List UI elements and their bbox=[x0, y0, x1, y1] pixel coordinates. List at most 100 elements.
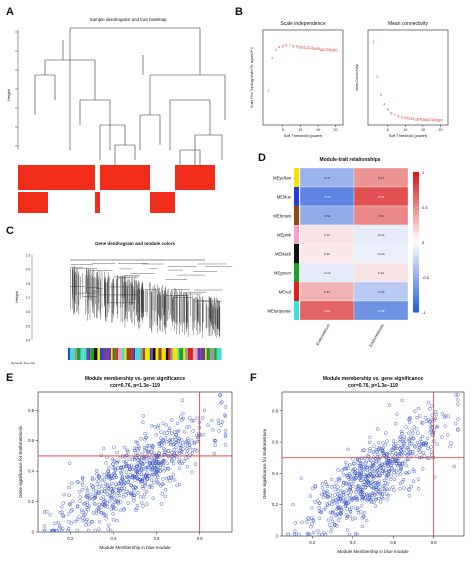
panel-c-module-color bbox=[187, 348, 193, 360]
panel-b-point: 15 bbox=[316, 47, 320, 51]
scatter-point bbox=[381, 441, 385, 445]
scatter-point bbox=[374, 498, 378, 502]
panel-b-ylabel: Mean Connectivity bbox=[355, 64, 359, 91]
scatter-point bbox=[361, 485, 365, 489]
scatter-point bbox=[392, 477, 397, 481]
panel-c-module-color bbox=[170, 348, 173, 360]
scatter-point bbox=[392, 443, 396, 448]
panel-d-cell bbox=[353, 300, 409, 321]
scatter-point bbox=[419, 443, 424, 448]
scatter-point bbox=[84, 505, 89, 510]
panel-c-module-color bbox=[81, 348, 84, 360]
scatter-point bbox=[145, 477, 150, 481]
panel-c-module-color bbox=[216, 348, 222, 360]
scatter-point bbox=[331, 509, 335, 514]
scatter-point bbox=[416, 448, 421, 453]
scatter-point bbox=[143, 431, 147, 436]
panel-d-scale-segment bbox=[413, 210, 419, 215]
scatter-point bbox=[94, 468, 99, 473]
scatter-point bbox=[400, 431, 404, 436]
scatter-point bbox=[292, 529, 297, 533]
scatter-point bbox=[344, 466, 348, 471]
panel-d-cell-value: -0.76 bbox=[324, 195, 331, 199]
scatter-point bbox=[217, 429, 221, 433]
panel-b-point: 5 bbox=[387, 108, 389, 112]
scatter-point bbox=[313, 484, 317, 488]
scatter-point bbox=[377, 496, 381, 501]
scatter-point bbox=[136, 458, 140, 462]
scatter-point bbox=[339, 496, 343, 501]
scatter-point bbox=[352, 476, 356, 480]
panel-a-heat-cell bbox=[150, 192, 175, 213]
panel-c-dendrogram bbox=[70, 263, 233, 338]
scatter-point bbox=[407, 493, 412, 498]
scatter-point bbox=[421, 450, 425, 455]
scatter-point bbox=[311, 530, 316, 535]
panel-c-module-color bbox=[133, 348, 136, 360]
scatter-point bbox=[351, 462, 356, 466]
scatter-point bbox=[116, 466, 120, 470]
panel-c-module-color bbox=[172, 348, 178, 360]
scatter-point bbox=[299, 476, 304, 481]
panel-d-scale-segment bbox=[413, 217, 419, 222]
panel-c-module-color bbox=[152, 348, 156, 360]
scatter-point bbox=[53, 521, 57, 526]
scatter-point bbox=[448, 444, 452, 449]
panel-d-scale-segment bbox=[413, 280, 419, 285]
scatter-point bbox=[108, 477, 112, 481]
scatter-point bbox=[368, 471, 373, 476]
scatter-point bbox=[170, 459, 174, 463]
scatter-point bbox=[293, 521, 298, 525]
scatter-point bbox=[378, 491, 382, 496]
scatter-point bbox=[129, 483, 133, 487]
scatter-point bbox=[325, 503, 330, 508]
scatter-point bbox=[104, 517, 108, 521]
scatter-point bbox=[75, 528, 80, 533]
scatter-point bbox=[181, 440, 185, 445]
scatter-point bbox=[428, 407, 432, 411]
panel-b-point: 3 bbox=[275, 48, 277, 52]
scatter-point bbox=[111, 488, 115, 493]
scatter-point bbox=[102, 473, 106, 477]
scatter-point bbox=[325, 491, 329, 495]
scatter-point bbox=[297, 532, 301, 537]
scatter-point bbox=[178, 443, 182, 447]
scatter-point bbox=[122, 506, 126, 511]
panel-c-module-color bbox=[69, 348, 75, 360]
scatter-point bbox=[188, 416, 192, 420]
scatter-point bbox=[329, 477, 334, 482]
scatter-point bbox=[409, 454, 414, 458]
scatter-point bbox=[365, 496, 370, 501]
scatter-point bbox=[335, 507, 339, 511]
scatter-point bbox=[358, 490, 363, 495]
scatter-point bbox=[114, 475, 118, 480]
scatter-point bbox=[178, 458, 182, 462]
scatter-point bbox=[426, 446, 430, 451]
panel-b-frame bbox=[367, 29, 449, 126]
panel-b-point: 14 bbox=[312, 47, 316, 51]
scatter-point bbox=[144, 489, 149, 494]
scatter-point bbox=[385, 482, 390, 486]
scatter-point bbox=[412, 469, 416, 474]
scatter-point bbox=[58, 510, 62, 515]
scatter-point bbox=[342, 481, 346, 485]
scatter-point bbox=[348, 477, 353, 481]
scatter-point bbox=[386, 456, 390, 461]
panel-b-point: 17 bbox=[428, 118, 432, 122]
scatter-point bbox=[358, 465, 362, 470]
scatter-point bbox=[368, 469, 372, 474]
scatter-point bbox=[375, 473, 379, 477]
scatter-point bbox=[82, 502, 86, 506]
scatter-point bbox=[109, 481, 114, 486]
scatter-point bbox=[385, 487, 389, 491]
panel-title: Module membership vs. gene significance bbox=[323, 376, 424, 382]
scatter-point bbox=[184, 439, 189, 444]
panel-title: Module membership vs. gene significance bbox=[85, 376, 186, 382]
scatter-point bbox=[87, 504, 92, 508]
panel-c-module-color bbox=[94, 348, 98, 360]
scatter-point bbox=[456, 393, 460, 397]
scatter-point bbox=[75, 504, 80, 509]
ytick-label: 0.2 bbox=[272, 502, 278, 507]
scatter-point bbox=[402, 441, 406, 445]
scatter-point bbox=[362, 514, 366, 519]
